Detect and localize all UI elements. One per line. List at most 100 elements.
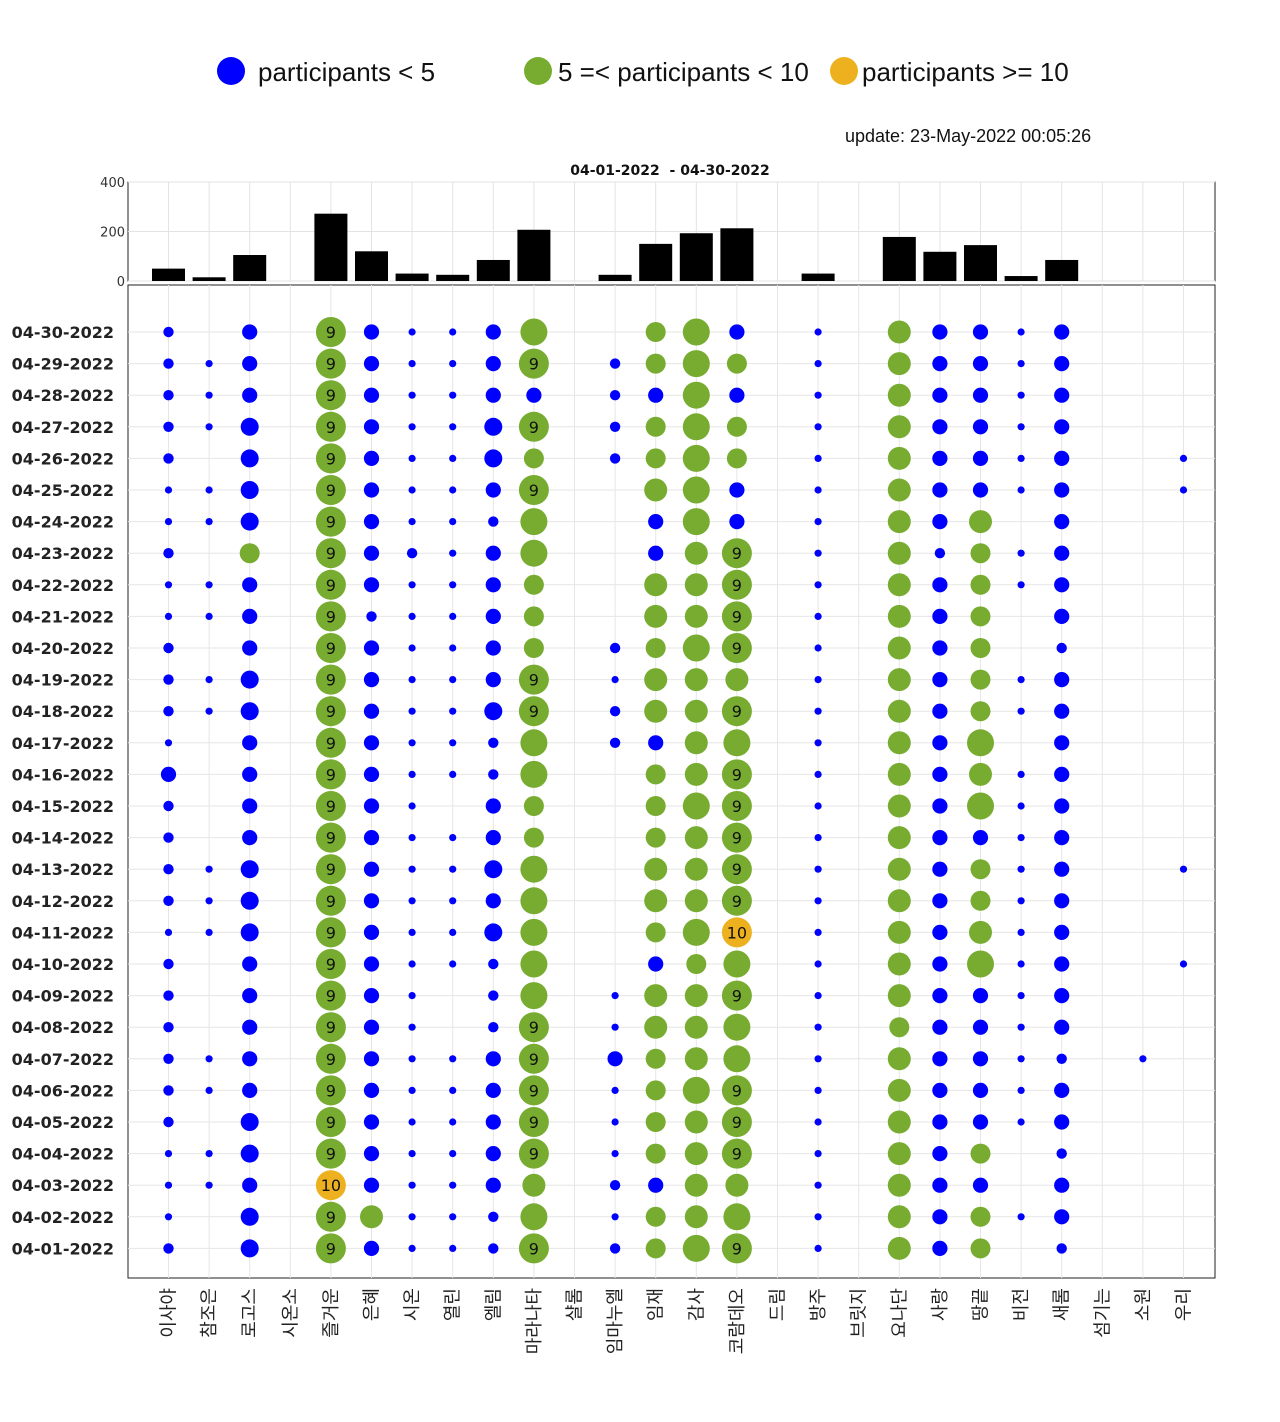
bubble	[645, 1206, 666, 1227]
bubble	[932, 798, 948, 814]
bubble	[242, 356, 258, 372]
bubble	[240, 891, 259, 910]
bubble	[970, 1238, 991, 1259]
bubble	[518, 1138, 549, 1169]
bubble	[363, 419, 380, 435]
bubble	[682, 381, 710, 409]
bubble	[932, 1114, 948, 1130]
bubble	[969, 510, 992, 534]
bubble	[721, 1233, 752, 1264]
name-label: 샬롬	[565, 1288, 586, 1321]
bubble	[729, 324, 745, 340]
bubble	[518, 1107, 549, 1137]
bubble	[315, 854, 346, 885]
bubble-count-label: 9	[326, 987, 336, 1006]
bubble	[814, 707, 822, 715]
bubble	[164, 581, 173, 589]
bubble	[887, 478, 911, 502]
name-label: 마라나타	[524, 1288, 545, 1355]
bubble-count-label: 10	[727, 923, 747, 942]
bubble	[932, 703, 948, 719]
bubble	[1054, 514, 1070, 530]
bubble	[408, 707, 416, 715]
name-label: 드림	[768, 1288, 789, 1321]
name-label: 참조은	[199, 1288, 220, 1338]
bubble	[488, 1021, 499, 1033]
bubble	[645, 353, 666, 374]
bubble	[363, 861, 380, 877]
bubble	[721, 885, 752, 916]
date-label: 04-04-2022	[12, 1145, 114, 1164]
bubble	[645, 638, 666, 658]
bar	[964, 245, 997, 281]
bubble-count-label: 9	[326, 1050, 336, 1069]
bubble	[972, 988, 989, 1004]
bubble	[205, 1181, 213, 1189]
bubble	[363, 387, 380, 403]
bubble	[485, 1114, 501, 1130]
bubble	[723, 1013, 751, 1041]
bubble	[240, 512, 259, 531]
bubble	[1054, 956, 1070, 972]
bubble	[408, 454, 416, 462]
bubble	[164, 1213, 173, 1221]
bubble	[970, 859, 991, 880]
date-label: 04-19-2022	[12, 671, 114, 690]
bubble-count-label: 9	[529, 1018, 539, 1037]
bubble	[242, 324, 258, 340]
bubble	[1054, 703, 1070, 719]
bubble	[972, 387, 989, 403]
bubble	[1054, 1114, 1070, 1130]
bubble	[887, 415, 911, 439]
date-label: 04-29-2022	[12, 355, 114, 374]
bubble	[240, 702, 259, 721]
bubble	[449, 1118, 457, 1126]
bubble	[363, 735, 380, 751]
bubble	[932, 893, 948, 909]
bubble	[205, 486, 213, 494]
bubble	[315, 1107, 346, 1137]
bubble	[363, 1019, 380, 1035]
bubble	[970, 574, 991, 595]
bubble	[682, 444, 710, 472]
bubble	[485, 830, 501, 846]
bubble	[932, 672, 948, 688]
date-label: 04-18-2022	[12, 702, 114, 721]
bubble-count-label: 9	[326, 355, 336, 374]
bubble	[1017, 581, 1025, 589]
bubble	[887, 731, 911, 755]
bubble	[363, 545, 380, 561]
bubble	[485, 1082, 501, 1098]
bubble	[887, 383, 911, 407]
bubble	[814, 739, 822, 747]
bubble	[725, 668, 749, 692]
name-axis: 이사야 참조은 로고스 시온소 즐거운 은혜 시온 열린 엘림 마라나타 샬롬 임마누엘 임재 감사 코람데…	[159, 1288, 1195, 1355]
bubble	[408, 518, 416, 526]
bubble	[408, 1118, 416, 1126]
bubble-count-label: 9	[732, 639, 742, 658]
bubble	[932, 1240, 948, 1256]
bubble	[932, 608, 948, 625]
bubble	[644, 984, 668, 1008]
bubble	[242, 640, 258, 656]
bubble	[240, 860, 259, 879]
bubble	[205, 360, 213, 368]
bubble	[970, 543, 991, 564]
bubble	[721, 696, 752, 727]
bubble	[523, 827, 544, 848]
bubble	[887, 541, 911, 565]
bubble	[682, 1234, 710, 1262]
bubble	[363, 482, 380, 498]
legend-label-medium: 5 =< participants < 10	[558, 57, 809, 87]
date-label: 04-15-2022	[12, 797, 114, 816]
date-label: 04-11-2022	[12, 923, 114, 942]
bubble	[1017, 992, 1025, 1000]
bubble-count-label: 9	[326, 923, 336, 942]
bubble-count-label: 9	[732, 829, 742, 848]
bubble	[449, 328, 457, 336]
date-label: 04-13-2022	[12, 860, 114, 879]
bubble	[721, 601, 752, 632]
bubble	[932, 577, 948, 593]
bubble	[240, 670, 259, 689]
name-label: 시온	[402, 1288, 423, 1321]
